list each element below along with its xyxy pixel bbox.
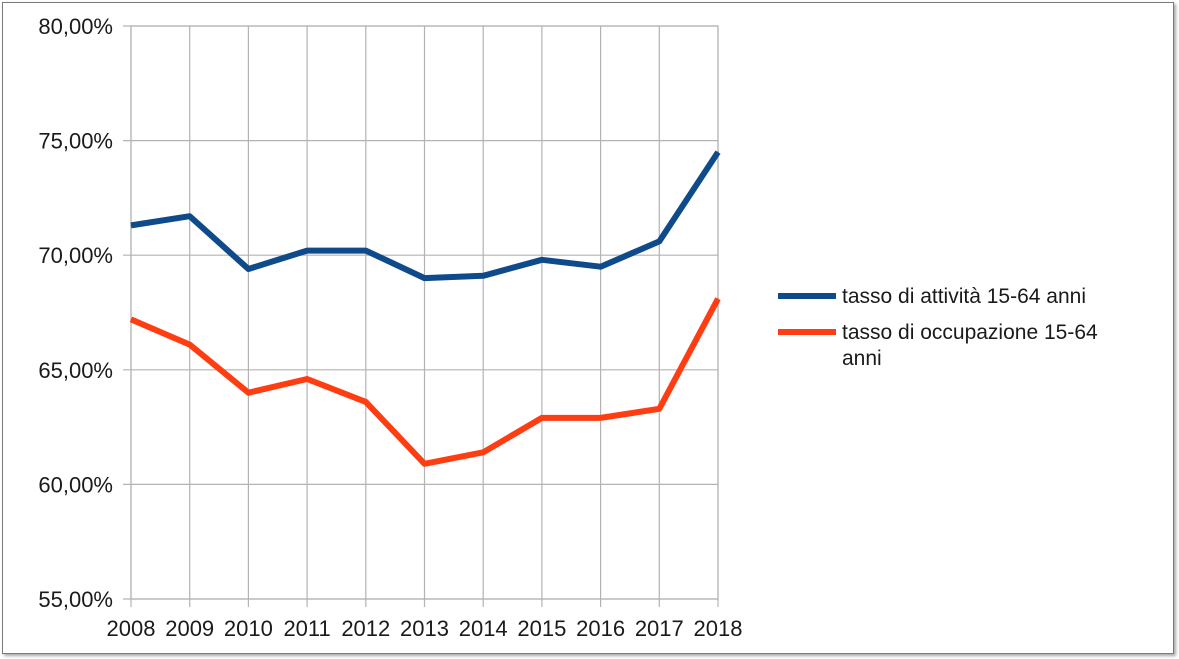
x-tick-label: 2010 [224,616,273,641]
data-point [130,318,132,320]
x-tick-label: 2016 [576,616,625,641]
x-tick-label: 2015 [517,616,566,641]
data-point [600,417,602,419]
x-tick-label: 2018 [694,616,743,641]
data-point [189,344,191,346]
x-tick-label: 2014 [459,616,508,641]
y-tick-label: 55,00% [38,587,113,612]
data-point [189,215,191,217]
data-point [365,401,367,403]
y-tick-label: 60,00% [38,472,113,497]
data-point [130,224,132,226]
data-point [541,259,543,261]
y-tick-label: 80,00% [38,14,113,39]
y-tick-label: 65,00% [38,358,113,383]
data-point [541,417,543,419]
data-point [365,250,367,252]
x-tick-label: 2012 [341,616,390,641]
legend-label: anni [842,347,882,370]
axes [130,25,719,600]
data-point [306,378,308,380]
legend-label: tasso di occupazione 15-64 [842,321,1098,344]
data-point [306,250,308,252]
x-tick-label: 2013 [400,616,449,641]
y-tick-label: 75,00% [38,129,113,154]
data-point [247,268,249,270]
x-tick-label: 2017 [635,616,684,641]
data-point [247,392,249,394]
y-tick-label: 70,00% [38,243,113,268]
data-point [482,451,484,453]
y-axis-tick-labels: 55,00% 60,00% 65,00% 70,00% 75,00% 80,00% [38,14,113,612]
data-point [717,151,719,153]
data-point [658,408,660,410]
data-point [482,275,484,277]
x-tick-label: 2011 [283,616,330,641]
data-point [600,266,602,268]
data-point [658,240,660,242]
x-tick-label: 2008 [107,616,156,641]
series-lines [129,150,721,467]
data-point [717,298,719,300]
x-tick-label: 2009 [165,616,214,641]
x-axis-tick-labels: 2008 2009 2010 2011 2012 2013 2014 2015 2016 2017… [107,616,743,641]
data-point [424,463,425,465]
legend: tasso di attività 15-64 anni tasso di occ… [778,285,1098,370]
data-point [424,277,425,279]
plot-area-border [130,25,719,600]
gridlines [123,25,719,607]
legend-label: tasso di attività 15-64 anni [842,285,1086,308]
